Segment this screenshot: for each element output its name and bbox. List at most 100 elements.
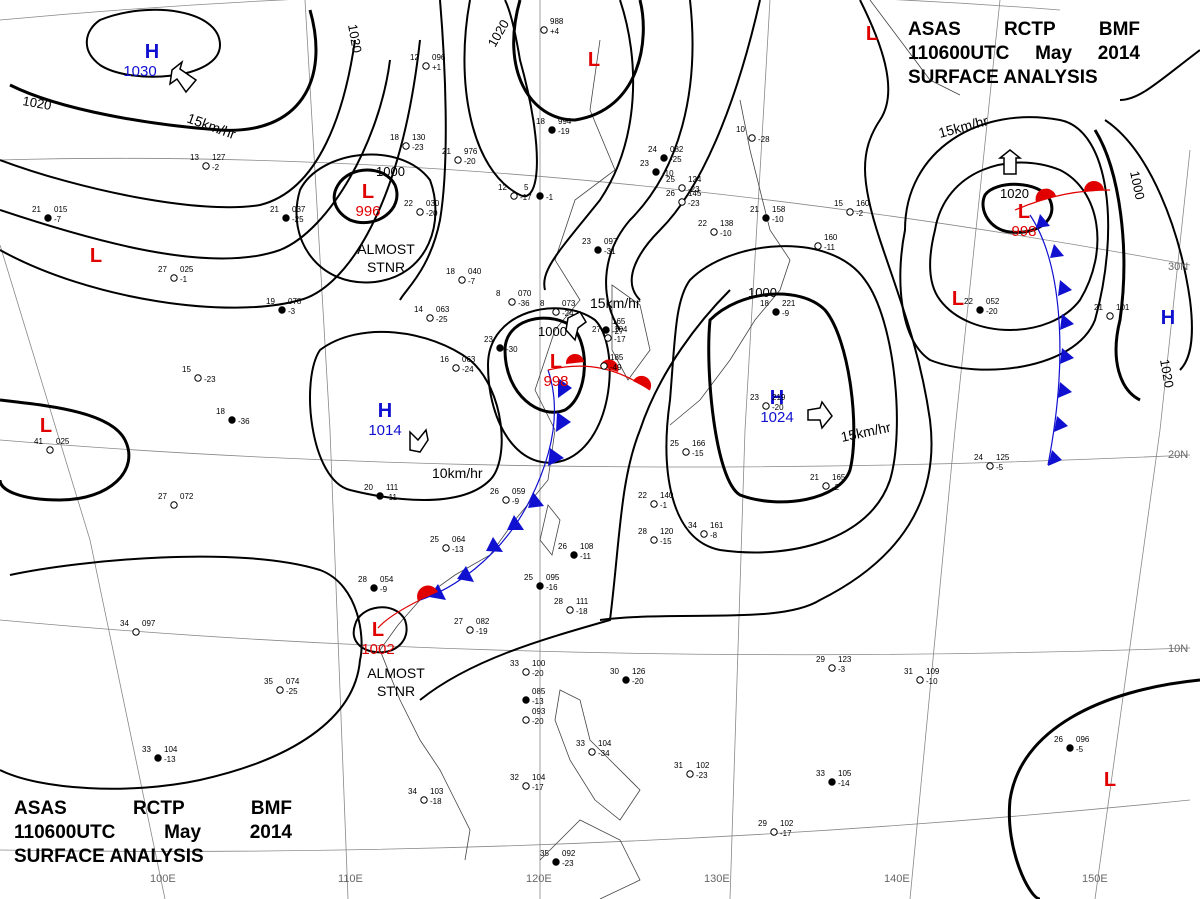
station-marker: [416, 208, 424, 216]
isobar: [1119, 49, 1200, 101]
station-tendency: -27: [612, 327, 624, 336]
station-pressure: 102: [696, 761, 710, 770]
station-pressure: 025: [56, 437, 70, 446]
station-marker: [422, 62, 430, 70]
cold-front-triangle: [486, 537, 503, 552]
isobar: [605, 0, 694, 331]
station-temperature: 18: [216, 407, 225, 416]
station-tendency: -23: [562, 859, 574, 868]
station-plot: 27 072: [158, 492, 194, 509]
station-temperature: 21: [810, 473, 819, 482]
isobar: [295, 153, 437, 284]
longitude-label: 130E: [704, 873, 730, 885]
isobar: [1104, 119, 1193, 371]
station-pressure: 104: [598, 739, 612, 748]
station-tendency: -7: [468, 277, 476, 286]
station-plot: 23 -30: [484, 335, 518, 354]
station-tendency: -17: [780, 829, 792, 838]
station-plot: 988+4: [540, 17, 564, 36]
station-pressure: 976: [464, 147, 478, 156]
header-line-1: ASAS RCTP BMF: [908, 18, 1140, 42]
station-tendency: -10: [926, 677, 938, 686]
station-plot: 33 104-34: [576, 739, 612, 758]
station-temperature: 21: [270, 205, 279, 214]
meridian-100e: [0, 244, 166, 899]
station-plot: 18 221-9: [760, 299, 796, 318]
station-marker: [278, 306, 286, 314]
station-tendency: -36: [518, 299, 530, 308]
cold-front-triangle: [507, 515, 524, 530]
station-temperature: 18: [536, 117, 545, 126]
station-temperature: 22: [964, 297, 973, 306]
station-marker: [822, 482, 830, 490]
station-tendency: -36: [238, 417, 250, 426]
station-temperature: 25: [524, 573, 533, 582]
station-pressure: 994: [558, 117, 572, 126]
header-month: May: [164, 822, 202, 843]
station-marker: [442, 544, 450, 552]
station-tendency: -23: [688, 199, 700, 208]
station-plot: 23 097-31: [582, 237, 618, 256]
station-temperature: 34: [688, 521, 697, 530]
station-plot: 27 025-1: [158, 265, 194, 284]
station-tendency: -18: [430, 797, 442, 806]
station-marker: [522, 782, 530, 790]
header-agency: ASAS: [14, 798, 67, 819]
station-temperature: 22: [638, 491, 647, 500]
center-note: ALMOST: [357, 241, 415, 257]
station-pressure: 063: [462, 355, 476, 364]
station-plot: 093-20: [522, 707, 546, 726]
station-plot: 33 105-14: [816, 769, 852, 788]
station-plot: 18 994-19: [536, 117, 572, 136]
isobar: [1007, 678, 1200, 899]
station-marker: [282, 214, 290, 222]
station-plot: 24 082-25: [648, 145, 684, 164]
parallel-10n: [0, 619, 1191, 656]
station-temperature: 16: [440, 355, 449, 364]
isobar: [85, 8, 222, 78]
low-symbol: L: [90, 245, 102, 267]
station-tendency: -49: [610, 363, 622, 372]
station-tendency: -28: [758, 135, 770, 144]
station-pressure: 103: [430, 787, 444, 796]
meridian-150e: [1094, 149, 1191, 899]
station-plot: 20 111-11: [364, 483, 399, 502]
station-plot: 33 100-20: [510, 659, 546, 678]
station-marker: [710, 228, 718, 236]
warm-front-semicircles: [417, 180, 1104, 601]
station-tendency: -23: [412, 143, 424, 152]
station-temperature: 35: [264, 677, 273, 686]
center-pressure: 1024: [760, 409, 793, 426]
isobar-label: 1000: [748, 285, 777, 300]
isobar: [512, 0, 645, 122]
station-temperature: 19: [266, 297, 275, 306]
cold-front-line: [419, 369, 556, 601]
warm-front-semicircle: [1083, 180, 1104, 192]
station-marker: [170, 501, 178, 509]
station-pressure: 054: [380, 575, 394, 584]
station-pressure: 104: [532, 773, 546, 782]
station-plot: 14 063-25: [414, 305, 450, 324]
station-tendency: -9: [782, 309, 790, 318]
station-marker: [420, 796, 428, 804]
coast-taiwan: [539, 504, 561, 556]
station-plot: 18 040-7: [446, 267, 482, 286]
isobar: [0, 59, 391, 260]
station-plot: 21 015-7: [32, 205, 68, 224]
isobar-label: 1000: [1127, 170, 1148, 201]
header-top-right: ASAS RCTP BMF 110600UTC May 2014 SURFACE…: [908, 18, 1140, 90]
station-pressure: 123: [838, 655, 852, 664]
isobar: [707, 292, 856, 504]
cold-front-triangle: [548, 448, 564, 466]
station-temperature: 31: [674, 761, 683, 770]
station-tendency: -17: [614, 335, 626, 344]
station-tendency: -14: [838, 779, 850, 788]
header-time: 110600UTC: [908, 43, 1010, 64]
station-pressure: 082: [670, 145, 684, 154]
station-tendency: -9: [512, 497, 520, 506]
station-pressure: 025: [180, 265, 194, 274]
station-temperature: 27: [158, 265, 167, 274]
station-temperature: 18: [446, 267, 455, 276]
